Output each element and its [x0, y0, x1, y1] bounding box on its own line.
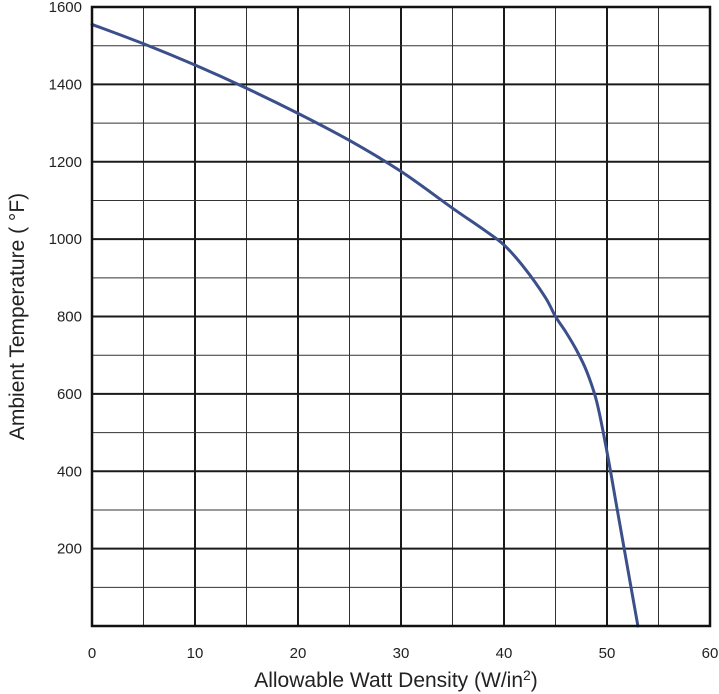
grid — [92, 7, 710, 626]
x-tick-label: 30 — [393, 645, 410, 662]
x-axis-title-suffix: ) — [531, 669, 538, 692]
x-tick-labels: 0 10 20 30 40 50 60 — [88, 645, 719, 662]
x-tick-label: 0 — [88, 645, 96, 662]
x-tick-label: 60 — [702, 645, 719, 662]
x-tick-label: 10 — [187, 645, 204, 662]
y-tick-label: 200 — [57, 541, 82, 558]
y-tick-label: 1600 — [49, 0, 82, 16]
y-tick-label: 800 — [57, 309, 82, 326]
x-tick-label: 50 — [599, 645, 616, 662]
series-line-0 — [90, 22, 640, 628]
y-tick-label: 600 — [57, 386, 82, 403]
y-tick-label: 1200 — [49, 154, 82, 171]
x-tick-label: 20 — [290, 645, 307, 662]
plot-border — [90, 5, 712, 628]
series-layer — [90, 22, 640, 628]
x-axis-title-superscript: 2 — [523, 667, 531, 683]
y-tick-label: 1000 — [49, 231, 82, 248]
y-tick-label: 1400 — [49, 76, 82, 93]
x-axis-title: Allowable Watt Density (W/in2) — [254, 667, 538, 692]
x-tick-label: 40 — [496, 645, 513, 662]
y-tick-labels: 200 400 600 800 1000 1200 1400 1600 — [49, 0, 82, 558]
x-axis-title-text: Allowable Watt Density (W/in — [254, 669, 523, 692]
plot-frame — [90, 5, 712, 628]
y-axis-title: Ambient Temperature ( °F) — [6, 193, 29, 440]
y-tick-label: 400 — [57, 463, 82, 480]
